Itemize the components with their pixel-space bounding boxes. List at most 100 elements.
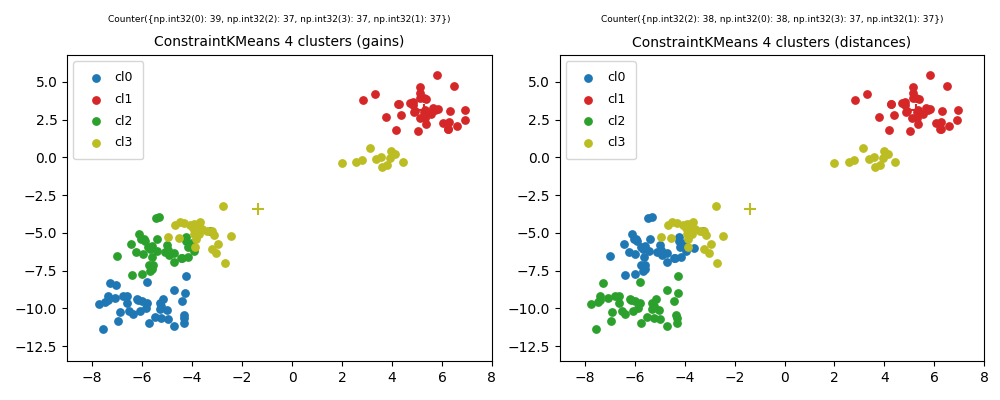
Point — [100, 293, 116, 299]
Point — [607, 292, 623, 299]
Point — [204, 227, 220, 234]
Point — [177, 290, 193, 296]
Point — [934, 108, 950, 114]
Point — [192, 218, 208, 225]
Point — [412, 94, 428, 101]
Point — [390, 101, 406, 107]
Point — [160, 247, 176, 253]
Point — [387, 150, 403, 157]
Point — [628, 236, 644, 242]
Point — [671, 238, 687, 244]
Point — [932, 126, 948, 132]
Point — [210, 241, 226, 248]
Point — [666, 298, 682, 304]
Point — [119, 300, 135, 306]
Point — [174, 298, 190, 304]
Point — [679, 230, 695, 237]
Point — [208, 250, 224, 256]
Point — [715, 233, 731, 239]
Point — [646, 314, 662, 321]
Point — [846, 157, 862, 164]
Point — [910, 120, 926, 127]
Point — [147, 314, 163, 320]
Point — [204, 246, 220, 252]
Point — [440, 126, 456, 132]
Point — [152, 300, 168, 306]
Point — [920, 107, 936, 113]
Point — [141, 320, 157, 326]
Point — [152, 306, 168, 312]
Point — [186, 221, 202, 227]
Point — [950, 107, 966, 113]
Point — [635, 246, 651, 252]
Point — [602, 253, 618, 260]
Point — [933, 126, 949, 132]
Point — [457, 117, 473, 124]
Point — [632, 300, 648, 306]
Point — [172, 218, 188, 225]
Point — [144, 254, 160, 260]
Point — [949, 117, 965, 124]
Point — [132, 308, 148, 314]
Point — [412, 115, 428, 121]
Point — [425, 105, 441, 111]
Point — [696, 246, 712, 252]
Point — [611, 300, 627, 306]
Point — [161, 252, 177, 258]
Point — [875, 154, 891, 161]
Point — [184, 240, 200, 246]
Point — [148, 215, 164, 222]
Point — [905, 90, 921, 96]
Point — [678, 224, 694, 231]
Point — [186, 230, 202, 237]
Point — [180, 254, 196, 260]
Point — [449, 123, 465, 129]
Point — [407, 108, 423, 114]
Point — [592, 293, 608, 299]
Point — [402, 100, 418, 106]
Point — [670, 290, 686, 296]
Point — [677, 240, 693, 246]
Point — [639, 314, 655, 320]
Point — [108, 282, 124, 288]
Point — [669, 320, 685, 326]
Point — [107, 294, 123, 301]
Point — [680, 244, 696, 250]
Legend: cl0, cl1, cl2, cl3: cl0, cl1, cl2, cl3 — [73, 61, 143, 159]
Point — [119, 292, 135, 299]
Point — [388, 127, 404, 134]
Point — [133, 236, 149, 243]
Point — [590, 299, 606, 306]
Point — [646, 303, 662, 309]
Point — [679, 221, 695, 227]
Point — [617, 311, 633, 318]
Point — [160, 234, 176, 240]
Point — [176, 312, 192, 318]
Point — [124, 272, 140, 279]
Point — [160, 316, 176, 322]
Point — [441, 119, 457, 126]
Point — [653, 247, 669, 253]
Point — [642, 236, 658, 242]
Point — [672, 244, 688, 250]
Point — [355, 97, 371, 103]
Point — [379, 162, 395, 168]
Point — [446, 83, 462, 90]
Point — [886, 112, 902, 118]
Point — [142, 267, 158, 274]
Point — [583, 301, 599, 308]
Point — [866, 154, 882, 160]
Point — [129, 296, 145, 302]
Point — [708, 203, 724, 210]
Point — [826, 160, 842, 166]
Point — [100, 297, 116, 303]
Point — [908, 106, 924, 113]
Point — [128, 248, 144, 255]
Point — [178, 273, 194, 279]
Point — [121, 307, 137, 314]
Point — [362, 144, 378, 151]
Point — [881, 127, 897, 134]
Point — [922, 106, 938, 112]
Point — [636, 254, 652, 260]
Point — [668, 312, 684, 318]
